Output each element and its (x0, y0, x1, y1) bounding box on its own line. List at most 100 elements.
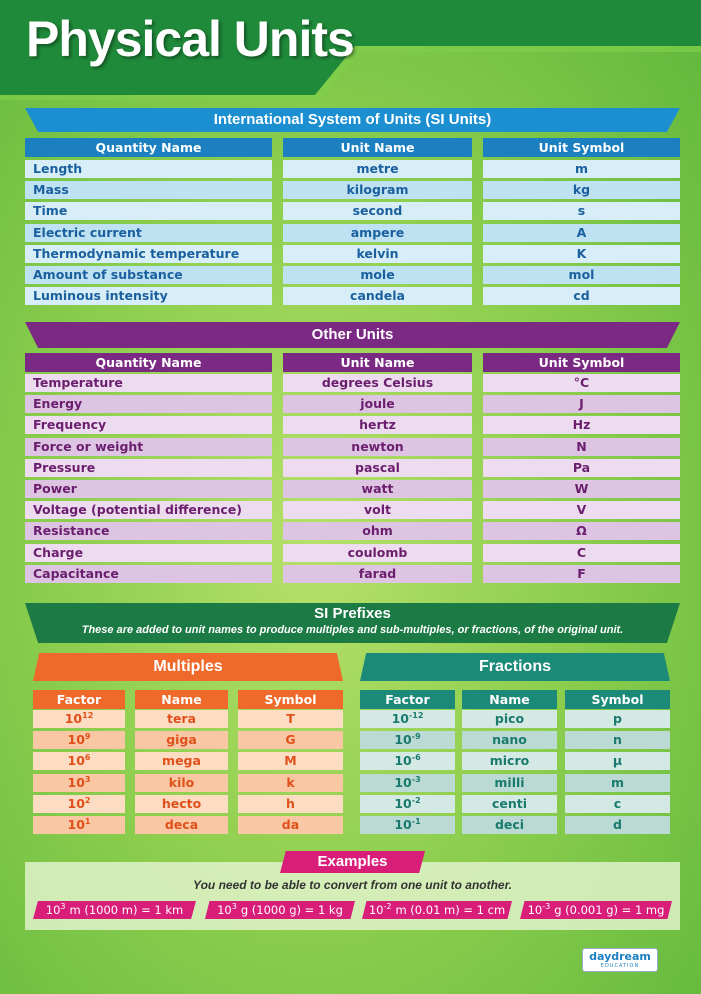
column-header: Unit Symbol (483, 353, 680, 372)
power-exponent: 6 (84, 753, 91, 763)
power-base: 10 (67, 795, 85, 811)
table-cell: mega (135, 752, 228, 771)
table-cell: 10-12 (360, 710, 455, 728)
example-text: g (0.001 g) = 1 mg (554, 903, 665, 917)
power-exponent: -3 (411, 774, 421, 784)
power-base: 10 (67, 732, 85, 748)
table-cell: J (483, 395, 680, 414)
table-cell: Force or weight (25, 437, 272, 456)
table-cell: T (238, 710, 343, 728)
table-cell: giga (135, 731, 228, 750)
table-cell: kilo (135, 773, 228, 792)
table-cell: 1012 (33, 710, 125, 728)
table-cell: Temperature (25, 374, 272, 392)
table-cell: candela (283, 287, 472, 306)
table-cell: °C (483, 374, 680, 392)
table-cell: Capacitance (25, 564, 272, 583)
power-exponent: -6 (411, 753, 421, 763)
table-cell: deci (462, 816, 557, 834)
table-cell: second (283, 202, 472, 221)
power-base: 10 (45, 903, 61, 917)
table-cell: F (483, 564, 680, 583)
table-cell: Electric current (25, 223, 272, 242)
table-cell: 109 (33, 731, 125, 750)
table-cell: volt (283, 501, 472, 520)
examples-text: You need to be able to convert from one … (193, 878, 512, 892)
table-cell: Thermodynamic temperature (25, 244, 272, 263)
table-cell: tera (135, 710, 228, 728)
power-base: 10 (394, 732, 412, 748)
power-base: 10 (391, 711, 409, 726)
power-base: 10 (394, 753, 412, 769)
table-cell: centi (462, 794, 557, 813)
logo: daydream EDUCATION (582, 948, 658, 972)
power-exponent: -2 (411, 795, 421, 805)
table-cell: Length (25, 160, 272, 178)
table-cell: M (238, 752, 343, 771)
table-cell: Pa (483, 458, 680, 477)
table-cell: kg (483, 181, 680, 200)
table-cell: Energy (25, 395, 272, 414)
table-cell: micro (462, 752, 557, 771)
table-cell: mol (483, 266, 680, 284)
column-header: Unit Symbol (483, 138, 680, 157)
power-exponent: 3 (231, 902, 237, 911)
table-cell: 10-3 (360, 773, 455, 792)
table-cell: 106 (33, 752, 125, 771)
power-base: 10 (217, 903, 232, 917)
power-base: 10 (64, 711, 83, 726)
column-header: Quantity Name (25, 353, 272, 372)
table-cell: d (565, 816, 670, 834)
table-cell: farad (283, 564, 472, 583)
table-cell: Hz (483, 416, 680, 435)
column-header: Symbol (238, 690, 343, 709)
title-banner (0, 0, 701, 100)
table-cell: watt (283, 480, 472, 498)
table-cell: milli (462, 773, 557, 792)
table-cell: mole (283, 266, 472, 284)
section-heading: Examples (280, 851, 425, 873)
table-cell: 102 (33, 794, 125, 813)
table-cell: pascal (283, 458, 472, 477)
power-base: 10 (368, 903, 384, 917)
column-header: Unit Name (283, 138, 472, 157)
table-cell: newton (283, 437, 472, 456)
table-cell: 10-1 (360, 816, 455, 834)
table-cell: Amount of substance (25, 266, 272, 284)
logo-tagline: EDUCATION (600, 963, 640, 969)
section-heading: SI Prefixes (314, 605, 391, 622)
section-heading: Fractions (360, 653, 670, 681)
section-subtitle: These are added to unit names to produce… (81, 624, 624, 636)
power-base: 10 (394, 795, 412, 811)
power-base: 10 (394, 817, 412, 832)
table-cell: ohm (283, 522, 472, 541)
table-cell: 10-6 (360, 752, 455, 771)
table-cell: μ (565, 752, 670, 771)
table-cell: Frequency (25, 416, 272, 435)
column-header: Factor (360, 690, 455, 709)
power-exponent: -9 (411, 732, 421, 742)
table-cell: coulomb (283, 543, 472, 562)
table-cell: Mass (25, 181, 272, 200)
table-cell: 10-9 (360, 731, 455, 750)
example-pill: 103 m (1000 m) = 1 km (33, 901, 196, 919)
table-cell: Power (25, 480, 272, 498)
table-cell: da (238, 816, 343, 834)
table-cell: Voltage (potential difference) (25, 501, 272, 520)
power-exponent: 2 (84, 795, 91, 805)
power-exponent: 12 (82, 711, 94, 720)
table-cell: k (238, 773, 343, 792)
column-header: Unit Name (283, 353, 472, 372)
table-cell: N (483, 437, 680, 456)
table-cell: ampere (283, 223, 472, 242)
power-exponent: 9 (84, 732, 91, 742)
example-text: g (1000 g) = 1 kg (240, 903, 343, 917)
page-title: Physical Units (26, 11, 355, 67)
table-cell: V (483, 501, 680, 520)
example-text: m (1000 m) = 1 km (69, 903, 184, 917)
power-exponent: -12 (408, 711, 424, 720)
table-cell: deca (135, 816, 228, 834)
power-exponent: 1 (84, 817, 91, 826)
table-cell: p (565, 710, 670, 728)
example-pill: 10-3 g (0.001 g) = 1 mg (520, 901, 672, 919)
